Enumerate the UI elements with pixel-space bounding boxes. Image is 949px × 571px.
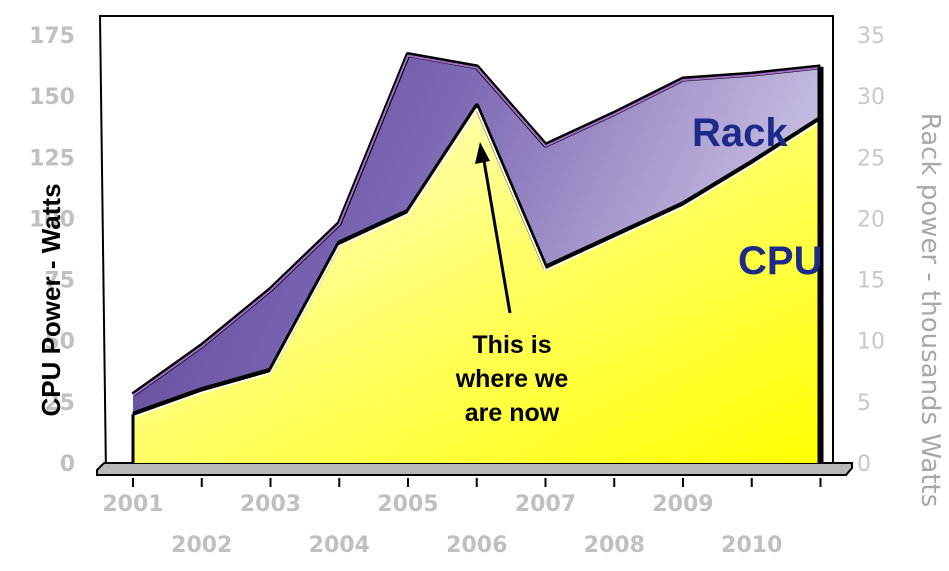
floor-plate	[96, 462, 853, 476]
y-tick-left-25: 25	[44, 391, 75, 416]
y-tick-left-150: 150	[29, 85, 75, 110]
rack-line	[132, 54, 821, 397]
x-tick-label-2008: 2008	[584, 533, 645, 558]
x-tick-label-2005: 2005	[377, 492, 438, 517]
x-axis: 2001 2002 2003 2004 2005 2006 2007 2008 2009 2010	[102, 478, 822, 558]
y-axis-left: 0 25 50 75 100 125 150 175	[29, 24, 75, 477]
annotation-line-2: where we	[455, 365, 569, 393]
y-tick-right-35: 35	[857, 24, 885, 49]
y-tick-right-30: 30	[857, 85, 885, 110]
y-tick-left-100: 100	[29, 207, 75, 232]
y-axis-right: 0 5 10 15 20 25 30 35	[857, 24, 885, 477]
x-tick-label-2006: 2006	[446, 533, 507, 558]
y-tick-left-125: 125	[29, 146, 75, 171]
y-tick-left-75: 75	[44, 269, 75, 294]
rack-area	[133, 54, 821, 415]
x-tick-label-2009: 2009	[652, 492, 713, 517]
x-tick-label-2001: 2001	[102, 492, 163, 517]
annotation-line-1: This is	[472, 331, 551, 359]
annotation: This is where we are now	[455, 142, 569, 427]
y-tick-right-0: 0	[857, 452, 871, 477]
x-tick-label-2010: 2010	[721, 533, 782, 558]
y-axis-title-right: Rack power - thousands Watts	[915, 113, 945, 508]
y-tick-left-50: 50	[44, 330, 75, 355]
y-axis-title-left: CPU Power - Watts	[36, 183, 66, 416]
series-label-cpu: CPU	[738, 239, 822, 283]
plot-areas	[131, 52, 824, 464]
y-tick-right-5: 5	[857, 391, 871, 416]
cpu-line-highlight	[132, 107, 822, 419]
cpu-area	[133, 105, 821, 464]
y-tick-left-175: 175	[29, 24, 75, 49]
y-tick-left-0: 0	[60, 452, 75, 477]
annotation-arrowhead	[475, 142, 490, 164]
series-label-rack: Rack	[692, 111, 788, 155]
y-tick-right-25: 25	[857, 146, 885, 171]
y-tick-right-10: 10	[857, 330, 885, 355]
y-tick-right-20: 20	[857, 207, 885, 232]
x-tick-label-2002: 2002	[171, 533, 232, 558]
y-tick-right-15: 15	[857, 269, 885, 294]
annotation-line-3: are now	[465, 399, 560, 427]
annotation-arrow	[481, 154, 512, 314]
x-tick-label-2004: 2004	[309, 533, 370, 558]
cpu-line-shadow	[132, 103, 822, 417]
x-tick-label-2003: 2003	[240, 492, 301, 517]
x-tick-label-2007: 2007	[515, 492, 576, 517]
